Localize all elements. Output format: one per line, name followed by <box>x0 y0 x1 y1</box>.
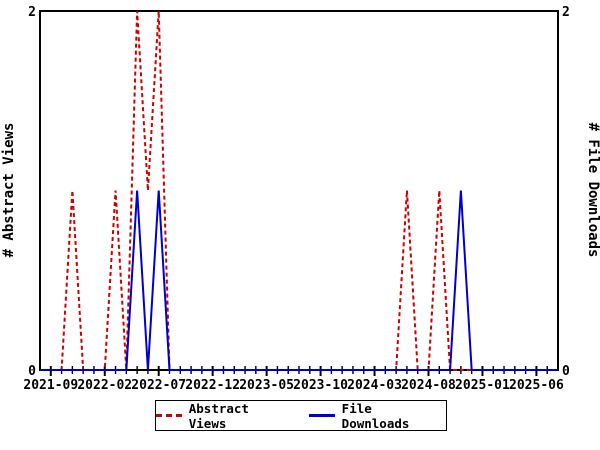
x-tick-labels: 2021-09 2022-02 2022-07 2022-12 2023-05 2023-… <box>23 378 564 393</box>
series-line-abstract-views <box>40 10 558 371</box>
y-right-max-label: 2 <box>562 5 570 20</box>
x-tick-label: 2024-08 <box>401 378 456 393</box>
y-axis-title-left: # Abstract Views <box>1 123 17 258</box>
x-tick-label: 2025-01 <box>455 378 510 393</box>
file-downloads-line-sample <box>308 414 335 417</box>
x-tick-label: 2022-02 <box>77 378 132 393</box>
chart-legend: Abstract Views File Downloads <box>155 400 447 431</box>
abstract-views-line-sample <box>156 414 182 417</box>
y-axis-title-right: # File Downloads <box>585 123 600 258</box>
x-tick-label: 2023-10 <box>293 378 348 393</box>
y-left-min-label: 0 <box>28 364 36 379</box>
x-tick-label: 2022-07 <box>131 378 186 393</box>
plot-border <box>39 10 559 371</box>
x-tick-label: 2021-09 <box>23 378 78 393</box>
x-tick-label: 2024-03 <box>347 378 402 393</box>
x-tick-label: 2023-05 <box>239 378 294 393</box>
series-line-file-downloads <box>40 190 558 371</box>
y-right-min-label: 0 <box>562 364 570 379</box>
legend-label-file-downloads: File Downloads <box>341 400 410 431</box>
y-left-max-label: 2 <box>28 5 36 20</box>
x-tick-label: 2025-06 <box>509 378 564 393</box>
x-tick-label: 2022-12 <box>185 378 240 393</box>
legend-label-abstract-views: Abstract Views <box>188 400 249 431</box>
